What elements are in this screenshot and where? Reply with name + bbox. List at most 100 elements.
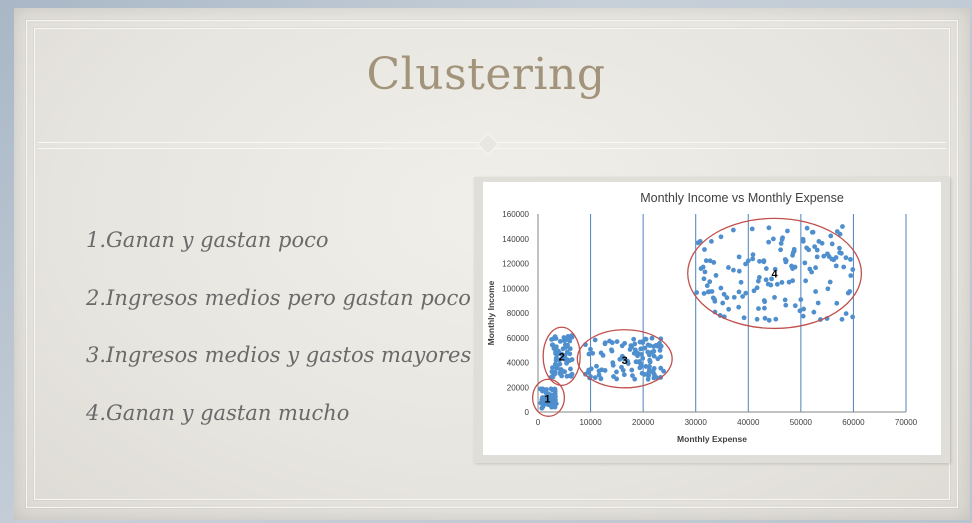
data-point bbox=[639, 363, 644, 369]
data-point bbox=[554, 347, 560, 353]
data-point bbox=[702, 269, 708, 275]
data-point bbox=[602, 368, 608, 373]
data-point bbox=[786, 279, 792, 285]
bullet-item: 1.Ganan y gastan poco bbox=[86, 228, 329, 252]
data-point bbox=[632, 341, 638, 347]
data-point bbox=[804, 225, 810, 231]
cluster-label: 3 bbox=[622, 355, 628, 367]
data-point bbox=[643, 364, 649, 369]
data-point bbox=[841, 264, 847, 270]
data-point bbox=[651, 353, 657, 359]
data-point bbox=[647, 357, 653, 363]
data-point bbox=[761, 298, 767, 303]
data-point bbox=[782, 297, 788, 303]
data-point bbox=[825, 286, 831, 292]
data-point bbox=[745, 258, 751, 264]
data-point bbox=[718, 285, 724, 291]
data-point bbox=[827, 279, 833, 285]
data-point bbox=[768, 282, 774, 288]
data-point bbox=[803, 278, 809, 284]
bullet-item: 3.Ingresos medios y gastos mayores bbox=[86, 343, 472, 367]
data-point bbox=[783, 258, 789, 264]
data-point bbox=[770, 236, 776, 242]
data-point bbox=[751, 288, 757, 294]
y-tick-label: 0 bbox=[525, 408, 530, 417]
data-point bbox=[569, 371, 575, 377]
data-point bbox=[809, 269, 815, 275]
data-point bbox=[586, 351, 592, 357]
data-point bbox=[550, 365, 555, 371]
data-point bbox=[565, 333, 571, 339]
data-point bbox=[797, 308, 803, 314]
data-point bbox=[625, 361, 631, 366]
data-point bbox=[743, 261, 748, 267]
data-point bbox=[545, 393, 551, 399]
data-point bbox=[628, 343, 634, 349]
data-point bbox=[638, 346, 644, 352]
data-point bbox=[588, 346, 593, 352]
data-point bbox=[568, 366, 573, 372]
data-point bbox=[834, 300, 840, 306]
data-point bbox=[698, 266, 704, 271]
data-point bbox=[850, 267, 856, 272]
data-point bbox=[750, 252, 756, 258]
x-tick-label: 50000 bbox=[790, 418, 813, 427]
data-point bbox=[762, 315, 768, 321]
cluster-ellipse bbox=[542, 326, 581, 386]
data-point bbox=[730, 227, 736, 233]
data-point bbox=[567, 346, 573, 352]
data-point bbox=[757, 258, 762, 264]
cluster-ellipse bbox=[531, 378, 566, 417]
data-point bbox=[642, 345, 648, 351]
data-point bbox=[726, 265, 731, 270]
data-point bbox=[602, 340, 608, 346]
bullet-item: 2.Ingresos medios pero gastan poco bbox=[86, 285, 471, 310]
data-point bbox=[550, 342, 556, 348]
data-point bbox=[813, 265, 818, 271]
data-point bbox=[840, 224, 845, 229]
y-tick-label: 40000 bbox=[507, 359, 530, 368]
y-tick-label: 120000 bbox=[502, 260, 529, 269]
data-point bbox=[645, 342, 651, 348]
cluster-label: 1 bbox=[544, 393, 550, 405]
data-point bbox=[565, 342, 570, 348]
data-point bbox=[655, 356, 661, 362]
data-point bbox=[711, 260, 717, 265]
data-point bbox=[557, 357, 562, 363]
data-point bbox=[790, 250, 796, 255]
data-point bbox=[557, 371, 563, 376]
data-point bbox=[736, 289, 742, 295]
data-point bbox=[828, 233, 834, 239]
slide-border-outer bbox=[26, 20, 958, 508]
data-point bbox=[552, 386, 557, 392]
data-point bbox=[829, 241, 835, 247]
data-point bbox=[809, 229, 815, 235]
data-point bbox=[596, 372, 602, 378]
data-point bbox=[766, 239, 772, 245]
data-point bbox=[839, 316, 845, 322]
data-point bbox=[731, 294, 737, 300]
data-point bbox=[614, 369, 619, 375]
y-tick-label: 60000 bbox=[507, 334, 530, 343]
data-point bbox=[704, 283, 710, 289]
data-point bbox=[657, 340, 662, 346]
data-point bbox=[552, 371, 558, 377]
data-point bbox=[772, 295, 777, 300]
data-point bbox=[614, 376, 620, 382]
data-point bbox=[619, 364, 624, 370]
data-point bbox=[633, 359, 639, 365]
data-point bbox=[609, 347, 614, 353]
data-point bbox=[837, 231, 843, 237]
data-point bbox=[632, 376, 638, 382]
data-point bbox=[736, 304, 742, 310]
data-point bbox=[557, 361, 563, 367]
chart-title: Monthly Income vs Monthly Expense bbox=[640, 191, 844, 205]
data-point bbox=[724, 295, 730, 301]
data-point bbox=[778, 247, 783, 253]
data-point bbox=[843, 255, 849, 261]
data-point bbox=[538, 400, 544, 406]
data-point bbox=[702, 247, 707, 252]
data-point bbox=[657, 347, 663, 353]
data-point bbox=[718, 234, 724, 240]
data-point bbox=[639, 370, 645, 376]
